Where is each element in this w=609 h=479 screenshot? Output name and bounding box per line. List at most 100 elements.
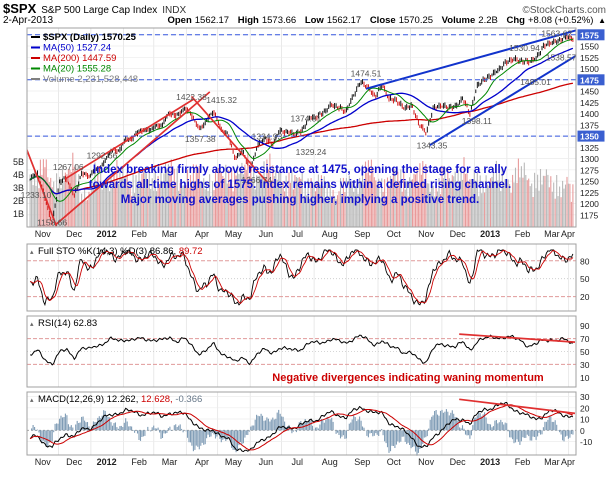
macd-divergence-trendline [459,398,576,415]
symbol-description: S&P 500 Large Cap Index [41,5,158,16]
symbol: $SPX [3,1,37,16]
quote-strip: Open 1562.17 High 1573.66 Low 1562.17 Close… [161,15,606,26]
exchange: INDX [162,5,187,16]
chart-annotation-text: towards all-time highs of 1575. Index re… [89,179,511,191]
chart-header: $SPX S&P 500 Large Cap Index INDX ©Stock… [3,1,606,16]
legend-label: $SPX (Daily) 1570.25 [43,32,137,43]
volume-label: Volume [441,15,476,26]
y-axis-label: 1475 [580,75,599,85]
price-swing-label: 1158.66 [37,218,67,228]
price-swing-label: 1267.06 [53,162,84,172]
chg-value: +8.08 (+0.52%) [527,15,594,26]
stoch-d-line [29,249,574,305]
x-axis-label: Mar [162,229,178,239]
y-axis-label: 30 [580,360,590,370]
close-label: Close [369,15,396,26]
panel-border [26,391,577,456]
legend-label: MA(200) 1447.59 [43,53,116,64]
chg-label: Chg [506,15,525,26]
x-axis-label: Dec [450,229,467,239]
rsi-divergence-trendline [459,333,576,343]
x-axis-label: May [225,229,243,239]
y-axis-label: 1550 [580,42,599,52]
volume-axis-label: 4B [13,170,24,180]
x-axis-label: Jul [292,229,304,239]
low-label: Low [304,15,324,26]
price-swing-label: 1233.10 [21,190,52,200]
y-axis-label: 10 [580,373,590,383]
y-axis-label: 1375 [580,120,599,130]
x-axis-label: Nov [35,229,52,239]
price-swing-label: 1398.11 [462,116,492,126]
x-axis-label: Apr [195,457,209,467]
ma20-line [29,38,573,202]
blue-channel-line [365,29,576,90]
x-axis-label: 2013 [480,457,500,467]
volume-axis-label: 2B [13,196,24,206]
red-trendline [27,147,58,227]
macd-line [29,401,574,453]
price-swing-label: 1422.38 [176,92,207,102]
x-axis-label: Apr [195,229,209,239]
y-axis-label: -10 [580,437,593,447]
high-label: High [237,15,259,26]
divergence-annotation-text: Negative divergences indicating waning m… [272,372,544,384]
volume-axis-label: 1B [13,209,24,219]
x-axis-label: Dec [66,457,83,467]
y-axis-label: 0 [580,426,585,436]
high-value: 1573.66 [261,15,297,26]
red-trendline [190,95,268,183]
y-axis-label: 1425 [580,98,599,108]
x-axis-label: Dec [450,457,467,467]
x-axis-label: Jun [259,457,274,467]
y-axis-label: 1525 [580,53,599,63]
y-axis-label: 1200 [580,199,599,209]
panel-collapse-icon: ▴ [30,249,34,256]
quote-row: 2-Apr-2013 Open 1562.17 High 1573.66 Low 15… [3,15,606,26]
chart-annotation-text: Index breaking firmly above resistance a… [93,164,508,176]
x-axis-label: Jun [259,229,274,239]
x-axis-label: Nov [418,457,435,467]
x-axis-label: Aug [322,229,338,239]
y-axis-label: 1300 [580,154,599,164]
price-swing-label: 1530.94 [509,43,540,53]
x-axis-label: Sep [354,229,370,239]
x-axis-label: Feb [515,457,531,467]
x-axis-label: 2012 [97,457,117,467]
x-axis-label: Jul [292,457,304,467]
red-trendline [54,91,211,226]
x-axis-label: May [225,457,243,467]
highlighted-axis-label-bg [577,130,605,142]
volume-value: 2.2B [478,15,498,26]
x-axis-label: Oct [387,229,402,239]
price-swing-label: 1334.93 [252,131,283,141]
open-label: Open [167,15,192,26]
price-swing-label: 1415.32 [206,95,237,105]
volume-axis-label: 5B [13,157,24,167]
x-axis-label: Feb [131,457,147,467]
x-axis-label: Mar [544,229,560,239]
price-swing-label: 1266.74 [241,175,272,185]
stoch-legend: Full STO %K(14,3) %D(3) 86.86, 89.72 [38,246,203,257]
macd-legend: MACD(12,26,9) 12.262, 12.628, -0.366 [38,394,202,405]
watermark: ©StockCharts.com [522,5,606,16]
rsi-legend: RSI(14) 62.83 [38,318,97,329]
x-axis-label: 2013 [480,229,500,239]
y-axis-label: 1400 [580,109,599,119]
x-axis-label: Mar [544,457,560,467]
chart-annotation-text: Major moving averages pushing higher, im… [121,194,480,206]
panel-border [26,27,577,228]
y-axis-label: 80 [580,256,590,266]
highlighted-axis-label-bg [577,74,605,86]
price-swing-label: 1563.62 [541,28,572,38]
y-axis-label: 1250 [580,177,599,187]
x-axis-label: Aug [322,457,338,467]
y-axis-label: 50 [580,274,590,284]
open-value: 1562.17 [194,15,230,26]
legend-label: MA(50) 1527.24 [43,43,111,54]
price-swing-label: 1474.51 [351,69,382,79]
panel-collapse-icon: ▴ [30,397,34,404]
x-axis-label: Oct [387,457,402,467]
